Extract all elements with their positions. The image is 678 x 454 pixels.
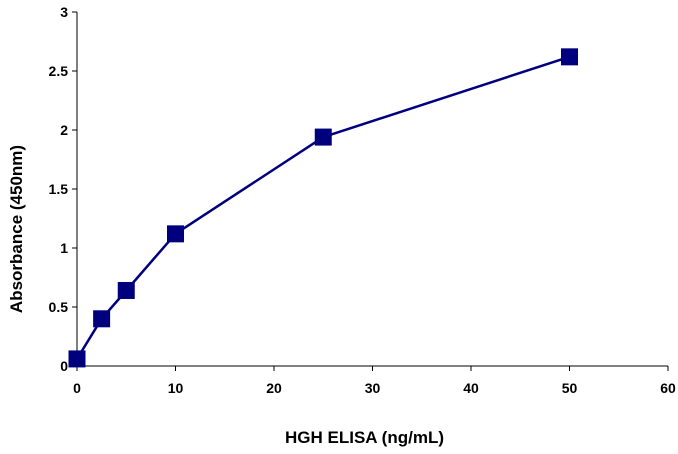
y-tick-label: 2 [60,122,68,138]
x-tick-label: 20 [266,380,282,396]
data-point [68,350,86,368]
data-point [561,48,578,66]
series-line [75,55,570,360]
x-tick-label: 50 [562,380,578,396]
x-axis: 0 10 20 30 40 50 60 [73,366,676,396]
y-tick-label: 2.5 [49,63,69,79]
y-tick-label: 0 [60,358,68,374]
y-tick-label: 3 [60,4,68,20]
data-point [167,225,184,243]
x-tick-label: 0 [73,380,81,396]
data-point [117,281,135,299]
y-tick-label: 1 [60,240,68,256]
x-tick-label: 40 [463,380,479,396]
series-layer [68,48,578,368]
y-tick-label: 0.5 [49,299,69,315]
y-axis: 0 0.5 1 1.5 2 2.5 3 [49,4,77,374]
x-axis-title: HGH ELISA (ng/mL) [285,428,444,447]
x-tick-label: 10 [168,380,184,396]
y-tick-label: 1.5 [49,181,69,197]
data-point [93,310,111,328]
y-axis-title: Absorbance (450nm) [7,145,26,313]
data-point [314,128,332,146]
x-tick-label: 30 [365,380,381,396]
plot-frame [76,12,668,367]
x-tick-label: 60 [660,380,676,396]
